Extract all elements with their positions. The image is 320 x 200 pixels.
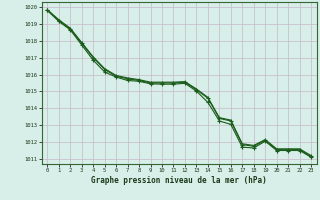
X-axis label: Graphe pression niveau de la mer (hPa): Graphe pression niveau de la mer (hPa) [91,176,267,185]
